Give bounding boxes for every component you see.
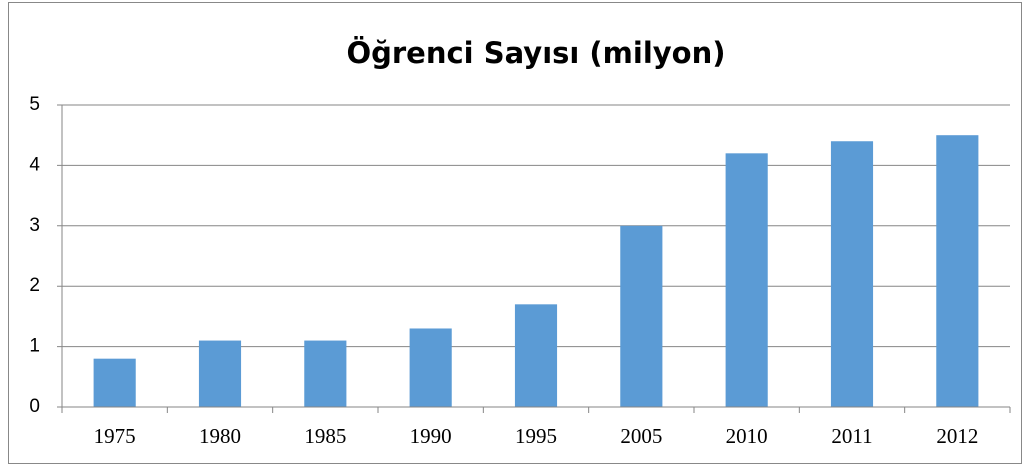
x-tick-label: 1995 (515, 424, 557, 448)
x-tick-label: 2005 (620, 424, 662, 448)
x-tick-label: 1980 (199, 424, 241, 448)
bar (725, 153, 768, 407)
bar (620, 225, 663, 407)
y-tick-label: 2 (29, 275, 40, 296)
chart-title: Öğrenci Sayısı (milyon) (346, 36, 725, 70)
bar (514, 304, 558, 407)
x-tick-label: 1990 (410, 424, 452, 448)
bar (304, 340, 347, 407)
bar (198, 340, 242, 407)
y-tick-label: 3 (29, 215, 40, 236)
bar (93, 358, 136, 407)
y-tick-label: 1 (29, 336, 40, 357)
x-tick-label: 2011 (831, 424, 872, 448)
bar (936, 135, 979, 407)
y-tick-label: 5 (29, 94, 40, 115)
x-tick-label: 1975 (94, 424, 136, 448)
x-tick-label: 2010 (726, 424, 768, 448)
y-tick-label: 0 (29, 396, 40, 417)
y-tick-label: 4 (29, 154, 40, 175)
bar (830, 141, 874, 408)
bar (409, 328, 452, 407)
x-tick-label: 1985 (304, 424, 346, 448)
x-tick-label: 2012 (936, 424, 978, 448)
